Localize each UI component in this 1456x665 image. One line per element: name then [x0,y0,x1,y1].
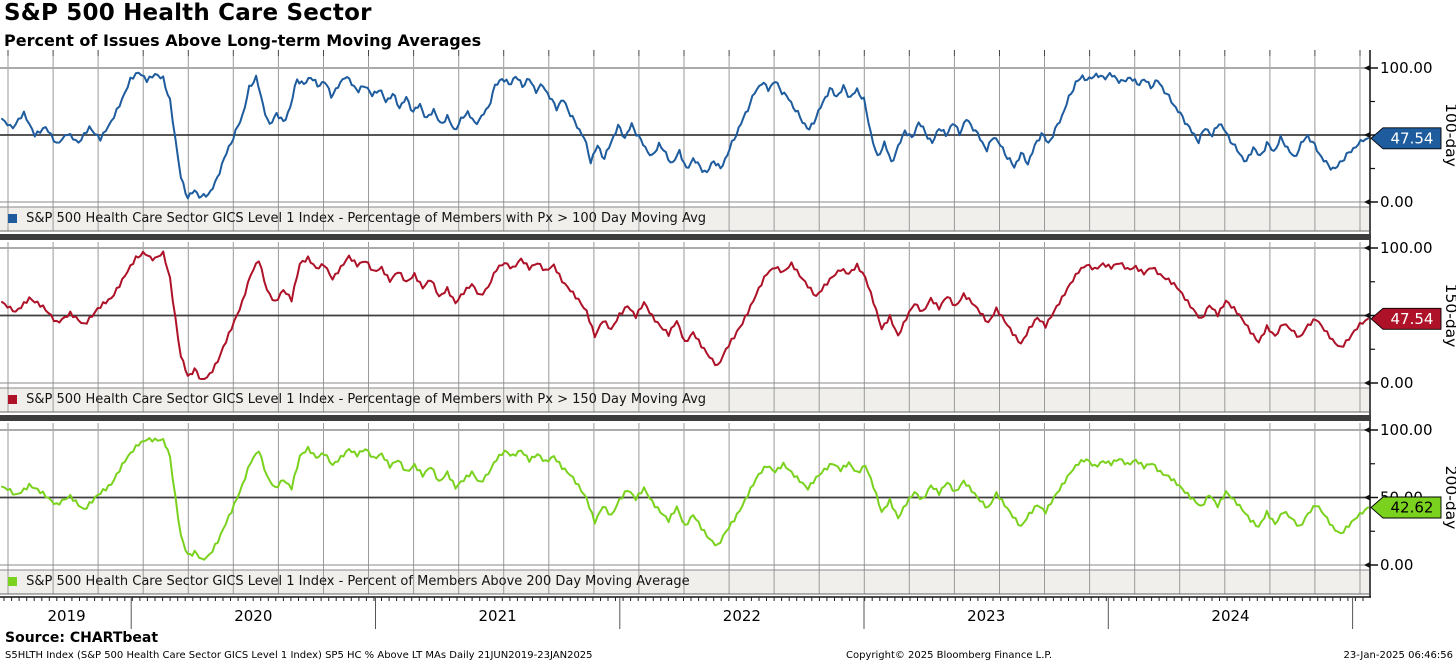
x-year-label: 2021 [479,607,517,625]
y-tick-arrow-icon [1364,245,1370,251]
legend-label-100-day: S&P 500 Health Care Sector GICS Level 1 … [26,211,707,226]
y-tick-label: 100.00 [1380,421,1433,439]
footer-copyright: Copyright© 2025 Bloomberg Finance L.P. [846,650,1053,661]
y-tick-arrow-icon [1364,494,1370,501]
y-tick-arrow-icon [1364,199,1370,205]
footer-datetime: 23-Jan-2025 06:46:56 [1343,650,1453,661]
legend-swatch-150-day-icon [8,394,17,404]
y-tick-arrow-icon [1364,132,1370,138]
x-year-label: 2023 [967,607,1005,625]
legend-label-150-day: S&P 500 Health Care Sector GICS Level 1 … [26,392,707,407]
value-tag-label: 47.54 [1391,129,1434,147]
y-tick-label: 100.00 [1380,59,1433,77]
value-tag-200-day: 42.62 [1370,496,1442,519]
legend-100-day: S&P 500 Health Care Sector GICS Level 1 … [0,207,1369,231]
value-tag-label: 47.54 [1391,310,1434,328]
y-tick-label: 0.00 [1380,556,1413,574]
panel-axis-label-150-day: 150-day [1442,284,1456,348]
legend-swatch-200-day-icon [8,576,17,586]
y-tick-arrow-icon [1364,65,1370,71]
x-year-label: 2022 [723,607,761,625]
series-line-100-day [1,71,1369,200]
legend-150-day: S&P 500 Health Care Sector GICS Level 1 … [0,388,1369,412]
series-line-200-day [1,437,1369,561]
value-tag-150-day: 47.54 [1370,307,1442,330]
panel-separator [0,415,1371,421]
footer-ticker-info: S5HLTH Index (S&P 500 Health Care Sector… [5,650,593,661]
x-year-label: 2019 [48,607,86,625]
series-line-150-day [1,250,1369,380]
x-year-label: 2024 [1211,607,1249,625]
value-tag-label: 42.62 [1391,499,1434,517]
y-tick-label: 100.00 [1380,239,1433,257]
y-tick-label: 0.00 [1380,374,1413,392]
y-tick-arrow-icon [1364,427,1370,433]
chart-subtitle: Percent of Issues Above Long-term Moving… [4,31,482,50]
legend-200-day: S&P 500 Health Care Sector GICS Level 1 … [0,570,1369,594]
value-tag-100-day: 47.54 [1370,127,1442,150]
y-tick-label: 0.00 [1380,193,1413,211]
chart-title: S&P 500 Health Care Sector [4,0,372,26]
legend-swatch-100-day-icon [8,213,17,223]
panel-axis-label-100-day: 100-day [1442,103,1456,167]
y-tick-arrow-icon [1364,380,1370,386]
footer-source: Source: CHARTbeat [5,630,159,646]
y-tick-arrow-icon [1364,562,1370,568]
x-year-label: 2020 [234,607,272,625]
y-tick-arrow-icon [1364,312,1370,319]
legend-label-200-day: S&P 500 Health Care Sector GICS Level 1 … [26,574,690,589]
panel-separator [0,234,1371,240]
panel-axis-label-200-day: 200-day [1442,466,1456,530]
